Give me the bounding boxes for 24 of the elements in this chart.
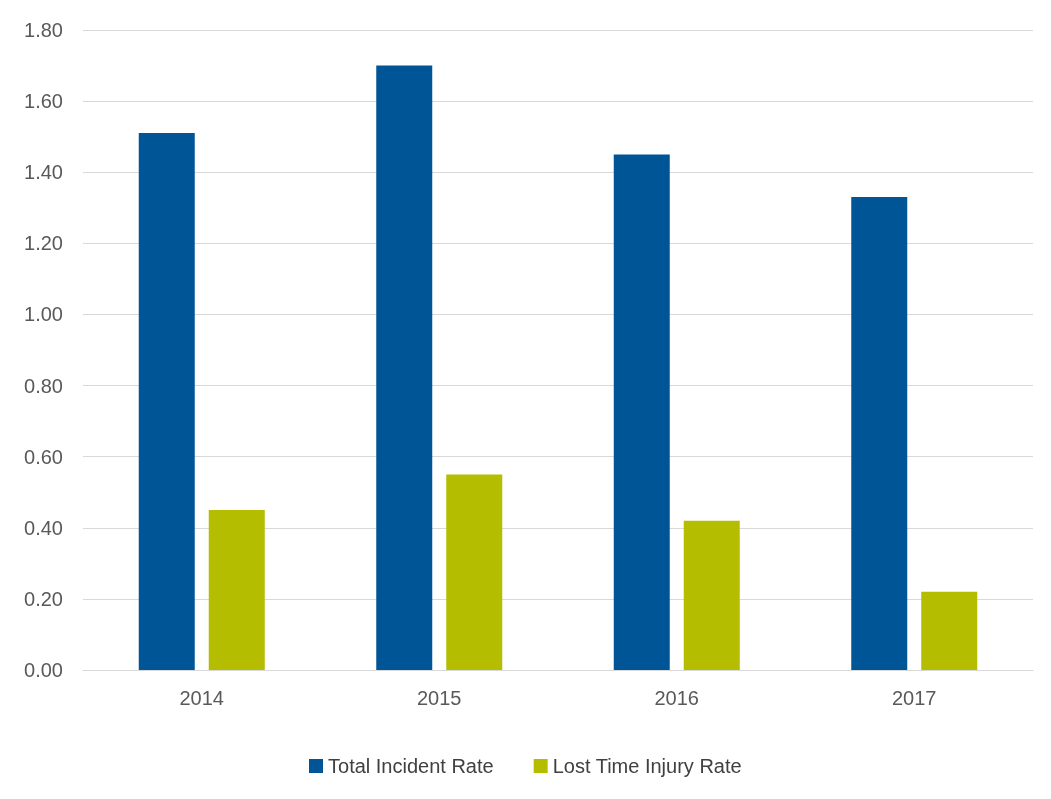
bar xyxy=(376,65,433,670)
bar xyxy=(683,520,740,670)
x-tick-label: 2015 xyxy=(417,687,462,709)
bar xyxy=(138,133,195,670)
x-tick-label: 2016 xyxy=(654,687,699,709)
y-tick-label: 1.20 xyxy=(24,232,63,255)
legend-label: Lost Time Injury Rate xyxy=(552,755,742,777)
bar xyxy=(921,591,978,670)
legend-label: Total Incident Rate xyxy=(328,755,494,777)
y-tick-label: 0.20 xyxy=(24,587,63,610)
y-tick-label: 0.80 xyxy=(24,374,63,397)
bar xyxy=(208,510,265,670)
x-tick-label: 2014 xyxy=(179,687,224,709)
bar xyxy=(446,474,503,670)
x-tick-label: 2017 xyxy=(892,687,937,709)
y-tick-label: 1.40 xyxy=(24,161,63,184)
y-tick-label: 0.40 xyxy=(24,516,63,539)
y-tick-label: 0.00 xyxy=(24,659,63,681)
y-tick-label: 1.80 xyxy=(24,19,63,41)
y-tick-label: 1.60 xyxy=(24,90,63,113)
y-tick-label: 1.00 xyxy=(24,303,63,326)
y-tick-label: 0.60 xyxy=(24,445,63,468)
bar xyxy=(851,197,908,670)
bar xyxy=(613,154,670,670)
